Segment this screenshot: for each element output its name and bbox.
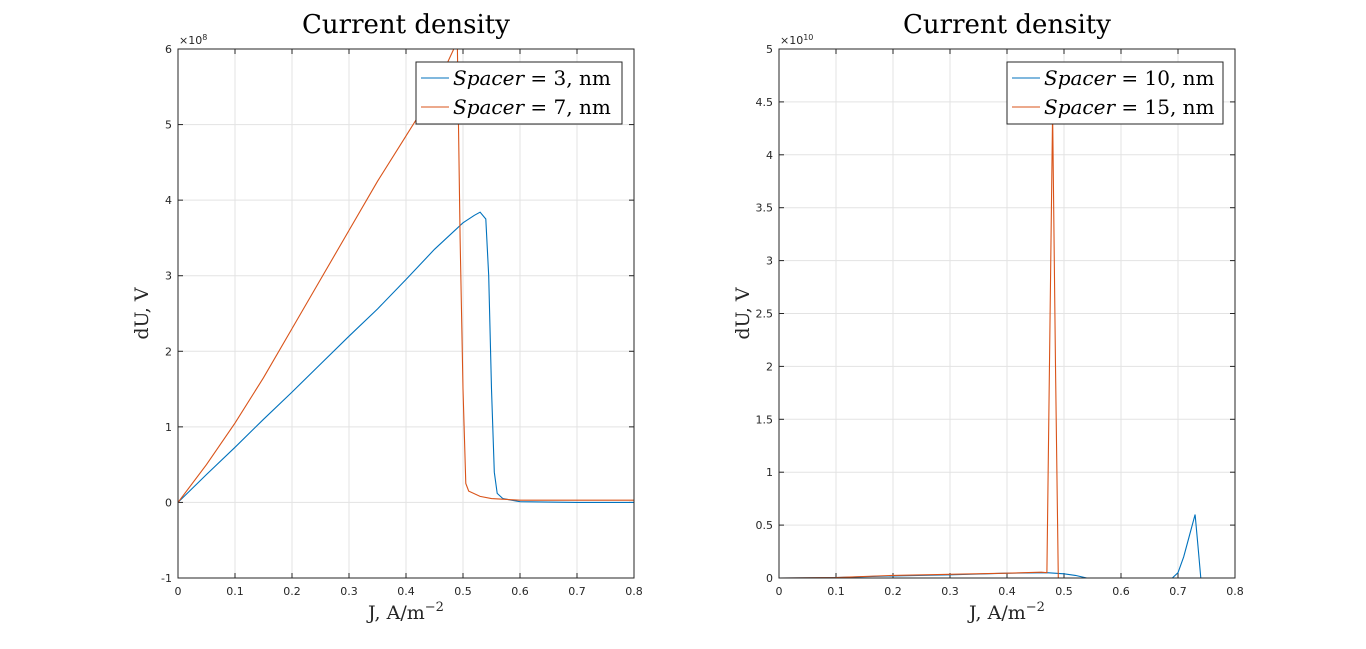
y-tick-label: 6 (165, 43, 172, 56)
y-tick-label: 0.5 (756, 519, 774, 532)
legend-label-1: Spacer = 3, nm (453, 66, 611, 90)
y-exponent: 10 (803, 33, 813, 42)
legend-label-2: Spacer = 7, nm (453, 95, 611, 119)
y-tick-label: -1 (161, 572, 172, 585)
x-axis-label-sup: −2 (1026, 600, 1045, 615)
series-line-1 (178, 211, 634, 503)
x-tick-label: 0.7 (568, 585, 586, 598)
x-tick-label: 0.7 (1169, 585, 1187, 598)
legend-box (1006, 61, 1224, 125)
y-axis-label: dU, V (131, 287, 153, 340)
y-axis-label: dU, V (732, 287, 754, 340)
y-tick-label: 1 (766, 466, 773, 479)
legend-label-rest: = 15, nm (1115, 95, 1215, 119)
y-tick-label: 5 (766, 43, 773, 56)
y-tick-label: 3 (165, 270, 172, 283)
y-tick-label: 0 (165, 496, 172, 509)
series-line-2 (779, 112, 1235, 578)
x-tick-label: 0.8 (625, 585, 643, 598)
x-tick-label: 0.3 (340, 585, 358, 598)
y-tick-label: 2 (165, 345, 172, 358)
x-tick-label: 0.4 (397, 585, 415, 598)
y-tick-label: 4 (165, 194, 172, 207)
legend-label-var: Spacer (453, 66, 525, 90)
chart-2: 0 0.1 0.2 0.3 0.4 0.5 0.6 0.7 0.8 0 0.5 1 1.5 2 2.5 3 3.… (732, 10, 1244, 624)
y-tick-label: 5 (165, 119, 172, 132)
legend-label-var: Spacer (1044, 66, 1116, 90)
y-tick-label: 2 (766, 360, 773, 373)
x-tick-label: 0.2 (884, 585, 902, 598)
x-axis-label: J, A/m−2 (967, 600, 1045, 624)
x-tick-label: 0.1 (226, 585, 244, 598)
legend-box (415, 61, 623, 125)
axes-box (778, 48, 1236, 579)
y-tick-label: 2.5 (756, 308, 774, 321)
chart-title: Current density (302, 10, 510, 40)
x-tick-label: 0.5 (454, 585, 472, 598)
x-tick-label: 0.2 (283, 585, 301, 598)
chart-title: Current density (903, 10, 1111, 40)
legend-label-2: Spacer = 15, nm (1044, 95, 1215, 119)
y-exponent: 8 (202, 33, 207, 42)
legend-label-rest: = 7, nm (524, 95, 611, 119)
y-tick-label: 3.5 (756, 202, 774, 215)
grid (778, 48, 1236, 579)
x-tick-label: 0.6 (511, 585, 529, 598)
x-tick-label: 0.1 (827, 585, 845, 598)
series-group (779, 112, 1235, 578)
legend-label-rest: = 10, nm (1115, 66, 1215, 90)
x-axis-label-sup: −2 (425, 600, 444, 615)
x-tick-label: 0.4 (998, 585, 1016, 598)
x-tick-label: 0.8 (1226, 585, 1244, 598)
x-tick-label: 0.6 (1112, 585, 1130, 598)
y-exponent-label: ×108 (179, 33, 207, 47)
x-tick-label: 0 (175, 585, 182, 598)
x-tick-label: 0 (776, 585, 783, 598)
legend-label-var: Spacer (1044, 95, 1116, 119)
y-tick-label: 4.5 (756, 96, 774, 109)
y-tick-label: 0 (766, 572, 773, 585)
x-tick-label: 0.3 (941, 585, 959, 598)
legend-label-var: Spacer (453, 95, 525, 119)
legend-label-1: Spacer = 10, nm (1044, 66, 1215, 90)
axes-box (177, 48, 635, 579)
y-tick-label: 3 (766, 255, 773, 268)
y-tick-label: 4 (766, 149, 773, 162)
legend-label-rest: = 3, nm (524, 66, 611, 90)
y-exponent-label: ×1010 (780, 33, 813, 47)
x-axis-label: J, A/m−2 (366, 600, 444, 624)
y-tick-label: 1.5 (756, 413, 774, 426)
x-tick-label: 0.5 (1055, 585, 1073, 598)
y-tick-label: 1 (165, 421, 172, 434)
